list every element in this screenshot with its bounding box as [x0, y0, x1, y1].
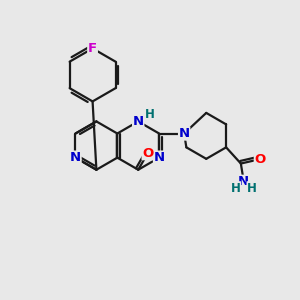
Text: F: F: [88, 42, 97, 55]
Text: H: H: [145, 109, 154, 122]
Text: H: H: [247, 182, 257, 195]
Text: N: N: [238, 175, 249, 188]
Text: O: O: [254, 153, 266, 166]
Text: H: H: [231, 182, 241, 195]
Text: F: F: [88, 42, 97, 55]
Text: N: N: [70, 151, 81, 164]
Text: N: N: [133, 115, 144, 128]
Text: N: N: [154, 151, 165, 164]
Text: N: N: [178, 127, 190, 140]
Text: O: O: [142, 147, 153, 160]
